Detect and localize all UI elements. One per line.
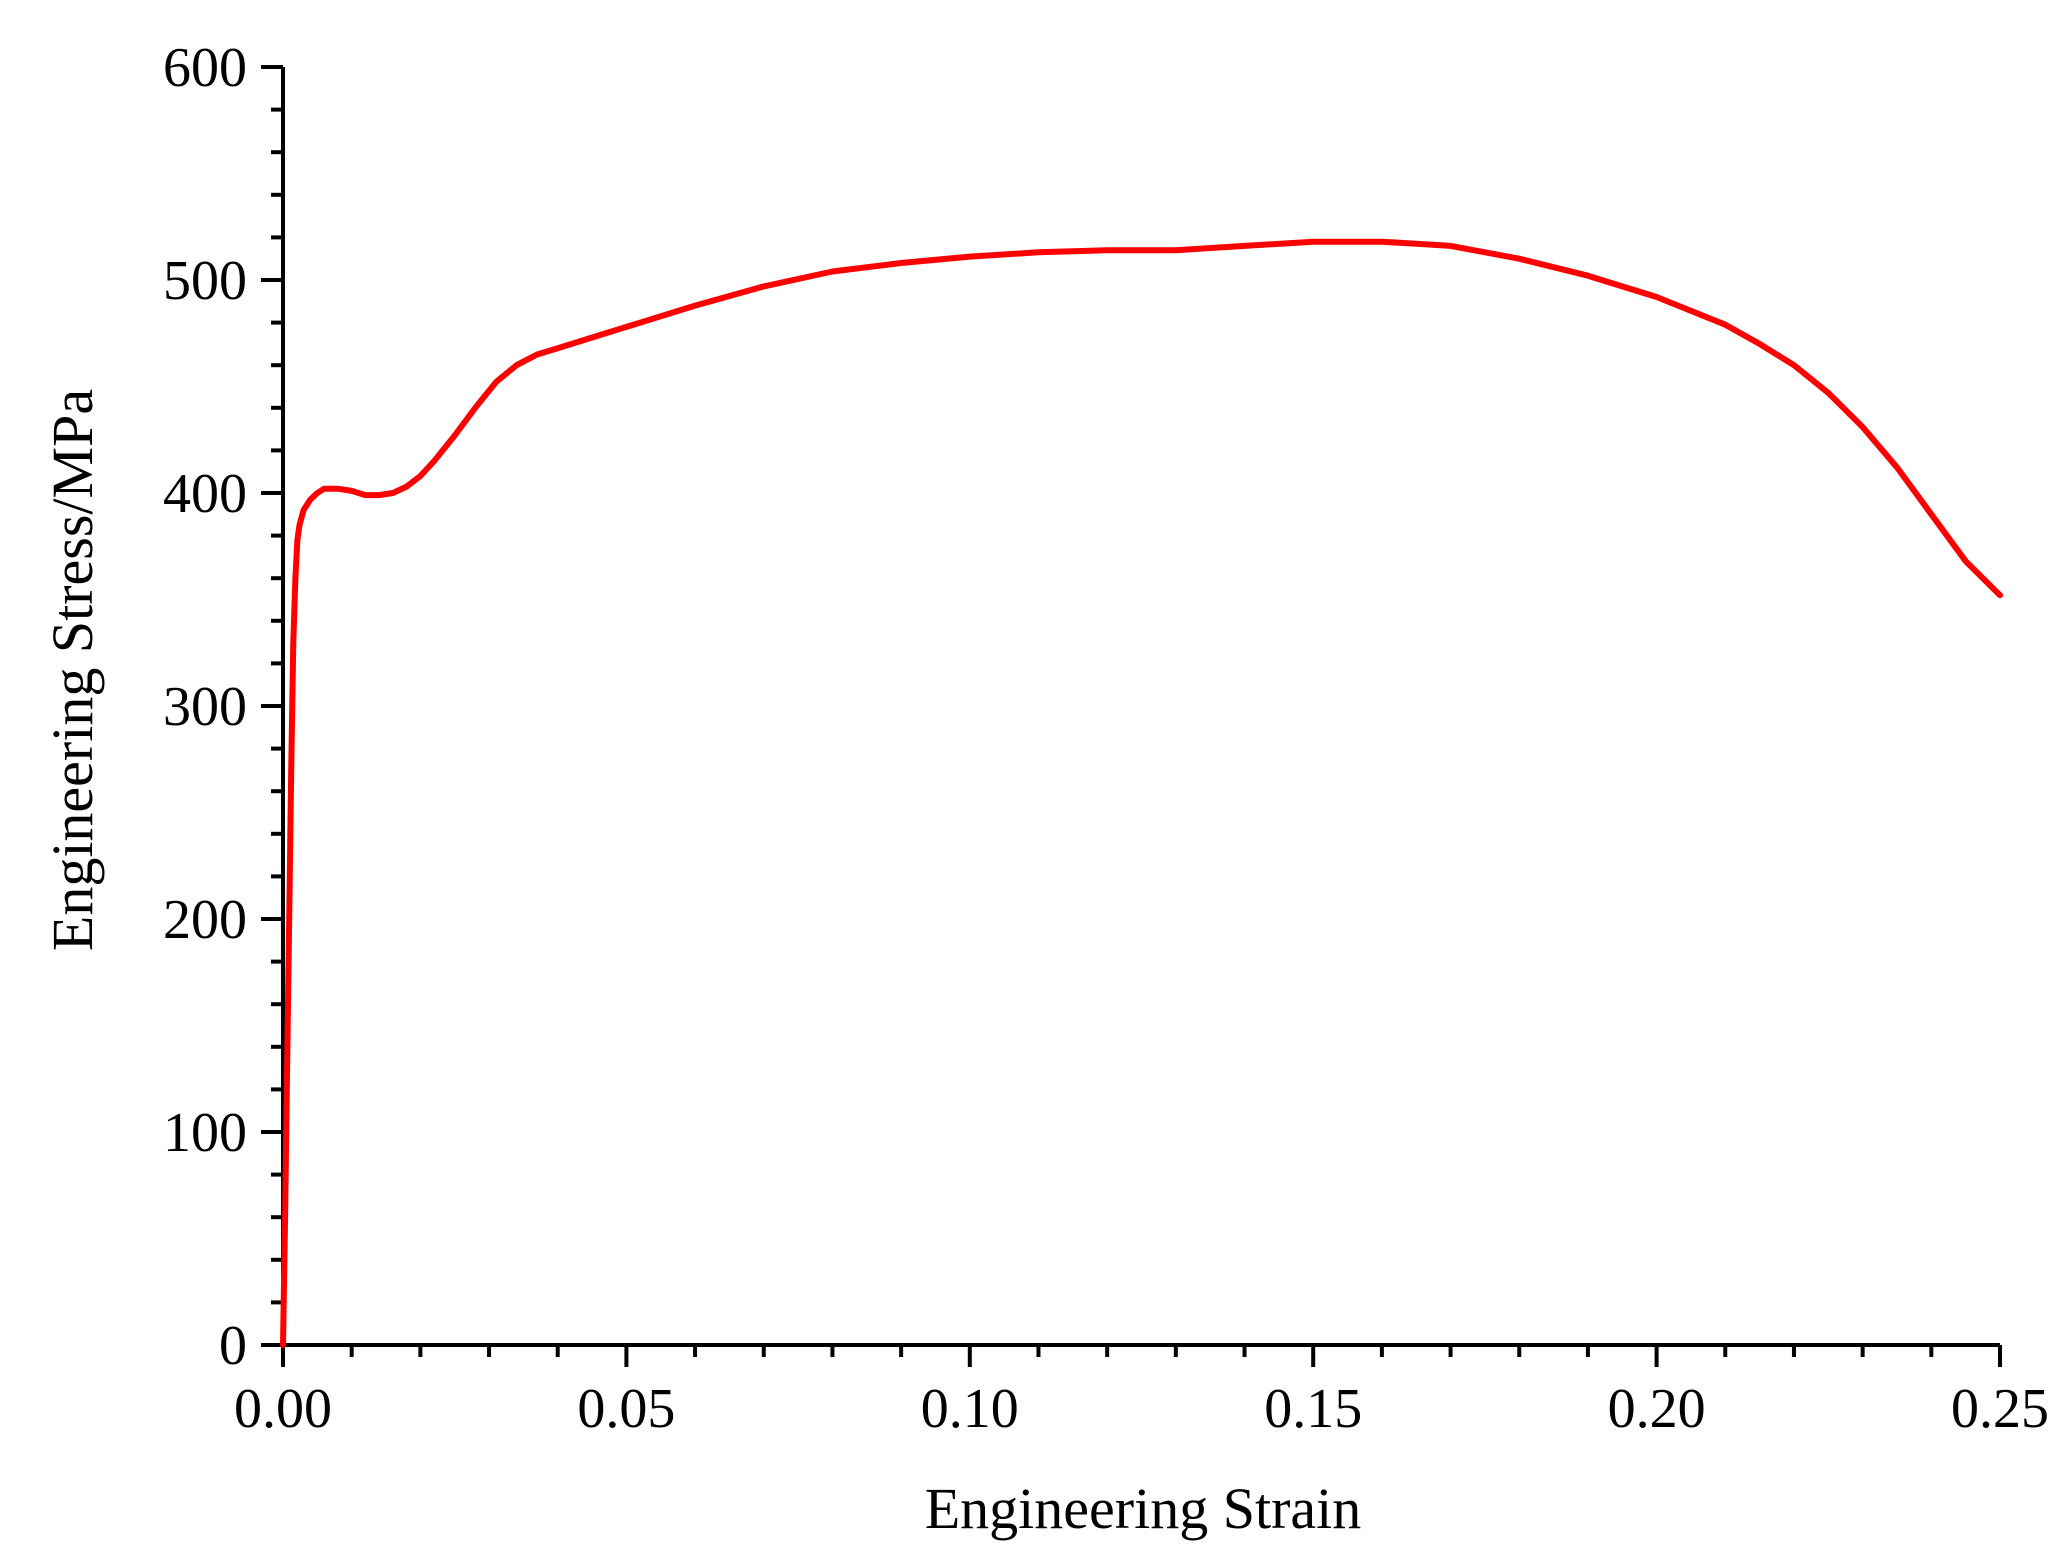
y-tick-label: 400 <box>163 463 247 525</box>
series-layer <box>280 238 2003 1348</box>
y-tick-label: 500 <box>163 250 247 312</box>
series-line-0 <box>280 238 2003 1348</box>
x-tick-label: 0.05 <box>577 1378 675 1440</box>
y-tick-label: 0 <box>219 1315 247 1377</box>
y-tick-label: 600 <box>163 37 247 99</box>
axes <box>281 67 2000 1347</box>
x-tick-label: 0.10 <box>921 1378 1019 1440</box>
x-tick-label: 0.00 <box>234 1378 332 1440</box>
y-axis-label: Engineering Stress/MPa <box>40 389 105 951</box>
tick-marks <box>261 65 2002 1367</box>
y-tick-label: 200 <box>163 889 247 951</box>
x-axis-label: Engineering Strain <box>925 1476 1362 1541</box>
y-tick-label: 300 <box>163 676 247 738</box>
x-tick-label: 0.20 <box>1608 1378 1706 1440</box>
x-tick-label: 0.15 <box>1264 1378 1362 1440</box>
tick-labels: 0 100 200 300 400 500 600 0.00 0.05 0.10 0.15 0.20 0… <box>163 37 2049 1440</box>
y-tick-label: 100 <box>163 1102 247 1164</box>
x-tick-label: 0.25 <box>1951 1378 2049 1440</box>
